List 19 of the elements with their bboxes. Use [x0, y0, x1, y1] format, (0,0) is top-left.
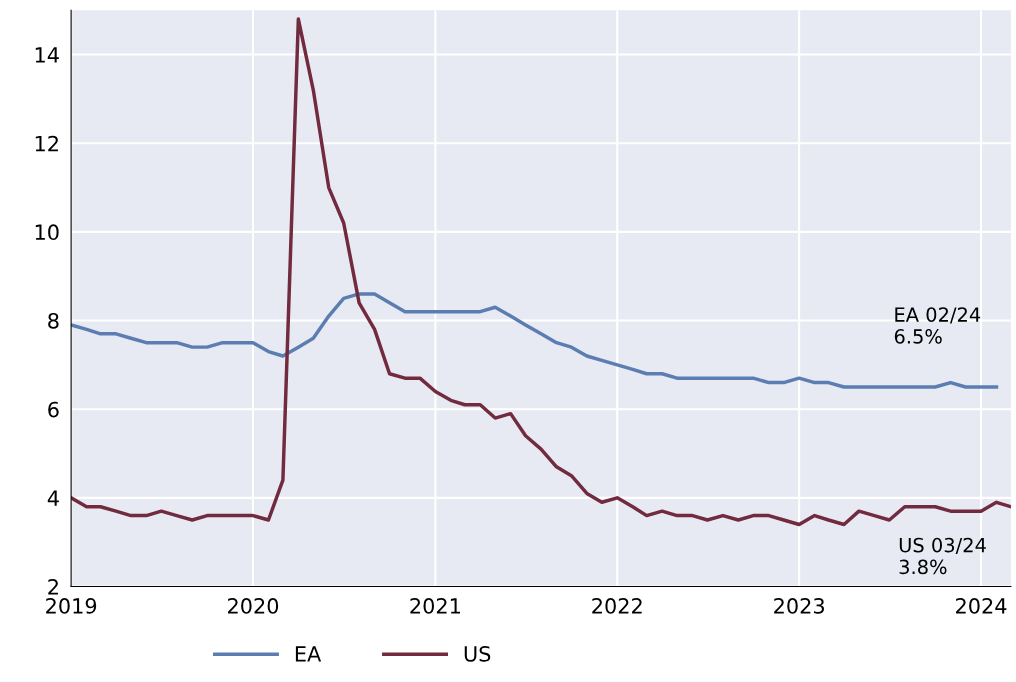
x-tick-label: 2021	[410, 598, 460, 614]
legend-label: EA	[295, 646, 322, 662]
y-tick-label: 2	[48, 578, 58, 595]
x-tick-label: 2019	[46, 598, 97, 614]
y-tick-label: 12	[35, 135, 58, 152]
y-tick-label: 6	[48, 401, 59, 418]
x-tick-label: 2023	[774, 598, 824, 614]
annotation: EA 02/24 6.5%	[894, 307, 981, 344]
x-tick-label: 2022	[592, 598, 642, 614]
annotation: US 03/24 3.8%	[899, 537, 986, 575]
x-tick-label: 2020	[228, 598, 279, 614]
x-tick-label: 2024	[956, 598, 1007, 614]
y-tick-label: 4	[47, 490, 59, 506]
y-tick-label: 8	[48, 312, 59, 329]
y-tick-label: 10	[35, 224, 59, 241]
line-series	[71, 292, 999, 389]
line-series	[71, 17, 1011, 527]
y-tick-label: 14	[35, 47, 59, 63]
legend-label: US	[464, 645, 491, 662]
